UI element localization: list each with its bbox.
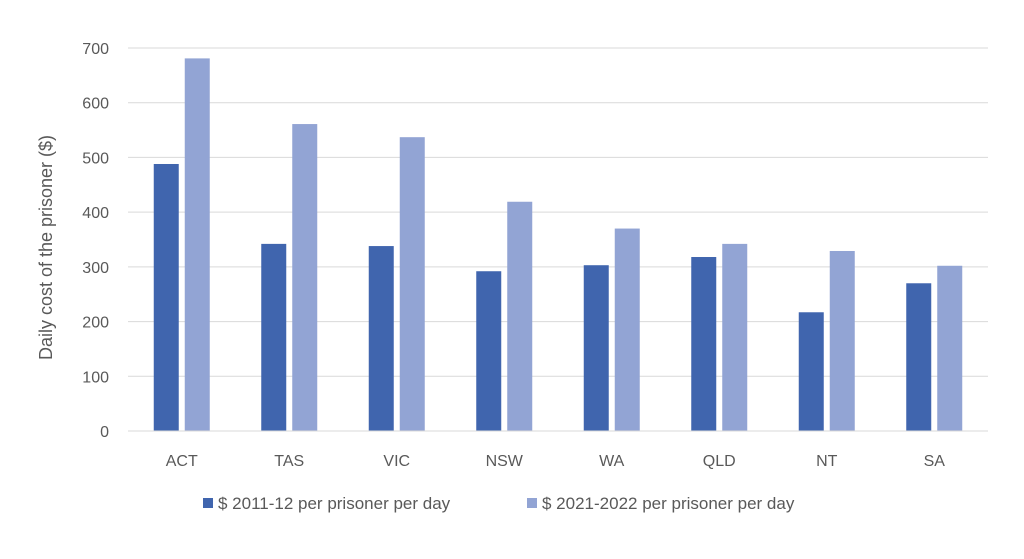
x-tick-label: ACT <box>166 453 198 470</box>
bar-nt-series-1 <box>798 312 824 431</box>
legend-swatch <box>203 498 213 508</box>
bar-nsw-series-1 <box>476 271 502 431</box>
legend-label: $ 2011-12 per prisoner per day <box>218 494 451 513</box>
bar-wa-series-2 <box>614 228 640 431</box>
x-tick-label: QLD <box>703 453 736 470</box>
bar-qld-series-2 <box>722 243 748 431</box>
bar-tas-series-1 <box>261 243 287 431</box>
bar-vic-series-2 <box>399 137 425 432</box>
y-axis-label: Daily cost of the prisoner ($) <box>36 135 56 360</box>
x-tick-label: NT <box>816 453 838 470</box>
bar-act-series-1 <box>153 163 179 431</box>
bar-act-series-2 <box>184 58 210 431</box>
y-tick-label: 100 <box>82 369 109 386</box>
y-tick-label: 600 <box>82 96 109 113</box>
x-tick-label: SA <box>924 453 946 470</box>
bar-wa-series-1 <box>583 265 609 431</box>
bar-vic-series-1 <box>368 246 394 431</box>
bar-sa-series-1 <box>906 283 932 431</box>
y-tick-label: 200 <box>82 315 109 332</box>
y-axis-ticks: 0 100 200 300 400 500 600 700 <box>82 41 109 441</box>
x-tick-label: WA <box>599 453 625 470</box>
x-axis-ticks: ACT TAS VIC NSW WA QLD NT SA <box>166 453 946 470</box>
x-tick-label: TAS <box>274 453 304 470</box>
legend-swatch <box>527 498 537 508</box>
gridlines <box>128 47 988 377</box>
y-tick-label: 700 <box>82 41 109 58</box>
bar-sa-series-2 <box>937 265 963 431</box>
y-tick-label: 300 <box>82 260 109 277</box>
y-tick-label: 0 <box>100 424 109 441</box>
legend: $ 2011-12 per prisoner per day $ 2021-202… <box>203 494 795 513</box>
x-tick-label: VIC <box>383 453 410 470</box>
bar-nt-series-2 <box>829 250 855 431</box>
x-tick-label: NSW <box>486 453 524 470</box>
legend-label: $ 2021-2022 per prisoner per day <box>542 494 795 513</box>
bars <box>153 58 963 432</box>
y-tick-label: 500 <box>82 150 109 167</box>
y-tick-label: 400 <box>82 205 109 222</box>
bar-tas-series-2 <box>292 124 318 431</box>
bar-nsw-series-2 <box>507 201 533 431</box>
bar-qld-series-1 <box>691 257 717 431</box>
